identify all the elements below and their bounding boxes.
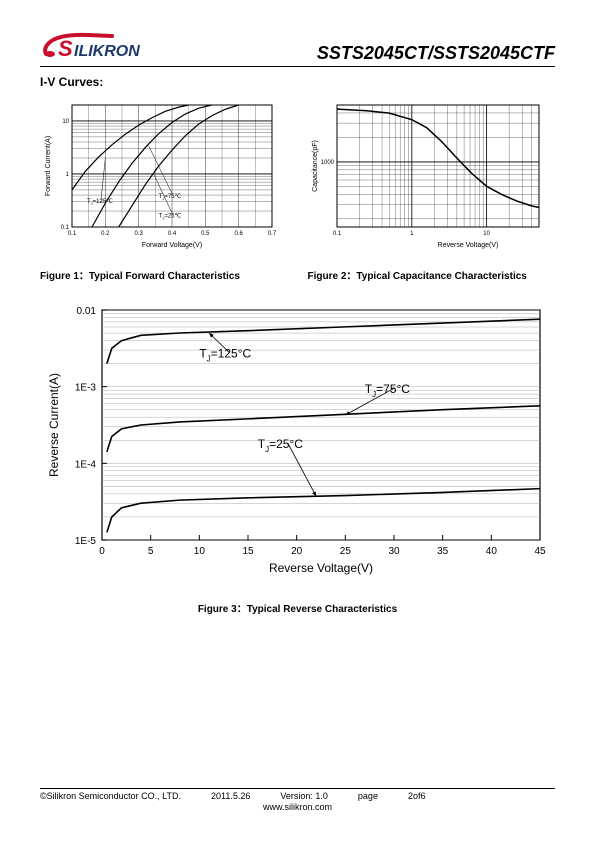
svg-text:S: S xyxy=(58,36,73,61)
svg-text:0.6: 0.6 xyxy=(234,231,243,237)
svg-text:ILIKRON: ILIKRON xyxy=(74,43,140,60)
svg-text:0.3: 0.3 xyxy=(134,231,143,237)
svg-text:Forward Current(A): Forward Current(A) xyxy=(45,136,52,196)
svg-text:TJ=125℃: TJ=125℃ xyxy=(87,199,113,206)
figure-1: 0.1 0.2 0.3 0.4 0.5 0.6 0.7 0.1 1 10 TJ=125℃ TJ=75℃… xyxy=(40,99,289,249)
logo: S ILIKRON xyxy=(40,30,190,64)
svg-text:Reverse Current(A): Reverse Current(A) xyxy=(47,373,61,477)
svg-text:35: 35 xyxy=(437,546,449,557)
svg-text:1: 1 xyxy=(410,231,414,237)
svg-text:0.5: 0.5 xyxy=(201,231,210,237)
svg-text:10: 10 xyxy=(483,231,490,237)
figure-3-caption: Figure 3：Typical Reverse Characteristics xyxy=(40,600,555,615)
svg-text:15: 15 xyxy=(242,546,254,557)
svg-text:Reverse Voltage(V): Reverse Voltage(V) xyxy=(437,242,498,249)
footer-url: www.silikron.com xyxy=(40,802,555,812)
footer-page-num: 2of6 xyxy=(408,791,426,801)
svg-text:25: 25 xyxy=(340,546,352,557)
svg-text:45: 45 xyxy=(534,546,546,557)
svg-text:1E-4: 1E-4 xyxy=(75,459,97,470)
figure-2-caption: Figure 2：Typical Capacitance Characteris… xyxy=(308,267,556,282)
figure-3: 0510152025303540451E-51E-41E-30.01TJ=125… xyxy=(40,300,555,580)
svg-text:Reverse Voltage(V): Reverse Voltage(V) xyxy=(269,561,373,575)
footer: ©Silikron Semiconductor CO., LTD. 2011.5… xyxy=(40,788,555,812)
section-title: I-V Curves: xyxy=(40,75,555,89)
svg-text:0.2: 0.2 xyxy=(101,231,110,237)
svg-text:0.1: 0.1 xyxy=(332,231,341,237)
figure-2: 0.1 1 10 1000 Reverse Voltage(V) Capacitance(… xyxy=(307,99,556,249)
footer-version: Version: 1.0 xyxy=(280,791,328,801)
svg-text:TJ=25℃: TJ=25℃ xyxy=(159,213,182,220)
svg-text:1E-3: 1E-3 xyxy=(75,383,97,394)
svg-text:1E-5: 1E-5 xyxy=(75,536,97,547)
svg-text:1000: 1000 xyxy=(320,160,334,166)
header: S ILIKRON SSTS2045CT/SSTS2045CTF xyxy=(40,30,555,67)
svg-text:10: 10 xyxy=(62,119,69,125)
svg-text:Capacitance(pF): Capacitance(pF) xyxy=(312,140,319,192)
footer-page-label: page xyxy=(358,791,378,801)
svg-text:1: 1 xyxy=(66,172,70,178)
svg-text:Forward Voltage(V): Forward Voltage(V) xyxy=(142,242,202,249)
footer-date: 2011.5.26 xyxy=(211,791,250,801)
svg-text:0.01: 0.01 xyxy=(77,306,97,317)
svg-text:20: 20 xyxy=(291,546,303,557)
svg-text:0.7: 0.7 xyxy=(268,231,277,237)
svg-text:TJ=75℃: TJ=75℃ xyxy=(159,194,182,201)
part-number: SSTS2045CT/SSTS2045CTF xyxy=(317,43,555,64)
svg-text:40: 40 xyxy=(486,546,498,557)
svg-text:0.1: 0.1 xyxy=(68,231,77,237)
svg-text:10: 10 xyxy=(194,546,206,557)
figure-1-caption: Figure 1：Typical Forward Characteristics xyxy=(40,267,288,282)
svg-text:0.1: 0.1 xyxy=(61,225,70,231)
svg-text:5: 5 xyxy=(148,546,154,557)
footer-company: ©Silikron Semiconductor CO., LTD. xyxy=(40,791,181,801)
svg-text:30: 30 xyxy=(388,546,400,557)
svg-text:0.4: 0.4 xyxy=(168,231,177,237)
svg-text:0: 0 xyxy=(99,546,105,557)
